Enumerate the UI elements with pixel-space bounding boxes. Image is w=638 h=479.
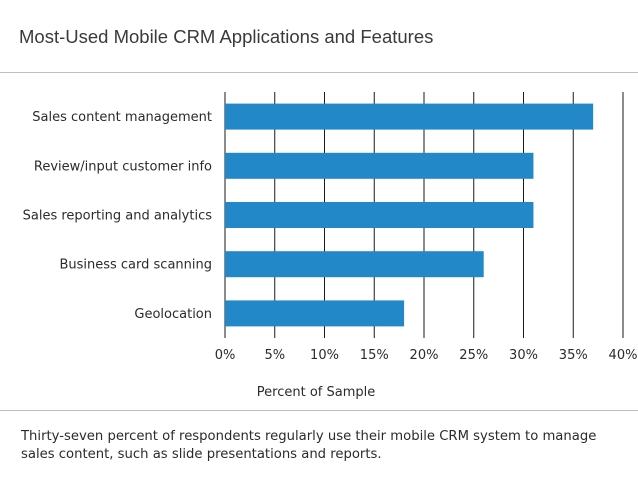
category-label: Business card scanning — [59, 258, 212, 273]
x-tick-label: 15% — [360, 348, 389, 363]
bars — [225, 103, 594, 327]
x-tick-label: 25% — [459, 348, 488, 363]
category-label: Sales reporting and analytics — [23, 209, 213, 224]
category-label: Sales content management — [32, 110, 212, 125]
x-tick-label: 30% — [509, 348, 538, 363]
bar — [225, 103, 594, 130]
x-tick-label: 40% — [609, 348, 638, 363]
bar-chart: Sales content management Review/input cus… — [23, 92, 638, 400]
bar — [225, 152, 534, 179]
footer-divider — [0, 410, 638, 411]
category-label: Review/input customer info — [34, 159, 212, 174]
bar — [225, 202, 534, 228]
x-tick-labels: 0% 5% 10% 15% 20% 25% 30% 35% 40% — [215, 348, 638, 363]
x-tick-label: 5% — [264, 348, 285, 363]
category-label: Geolocation — [134, 307, 212, 322]
category-labels: Sales content management Review/input cus… — [23, 110, 213, 322]
bar — [225, 251, 484, 278]
x-tick-label: 35% — [559, 348, 588, 363]
x-tick-label: 0% — [215, 348, 236, 363]
x-tick-label: 20% — [410, 348, 439, 363]
chart-caption: Thirty-seven percent of respondents regu… — [21, 429, 597, 462]
header-divider — [0, 72, 638, 73]
chart-title: Most-Used Mobile CRM Applications and Fe… — [19, 26, 434, 47]
x-tick-label: 10% — [310, 348, 339, 363]
x-axis-label: Percent of Sample — [257, 385, 375, 400]
bar — [225, 300, 405, 327]
